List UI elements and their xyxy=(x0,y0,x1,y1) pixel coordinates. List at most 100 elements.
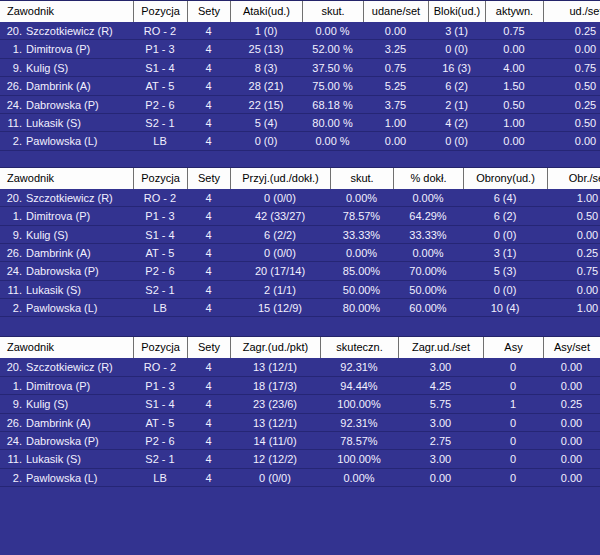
stat-cell: LB xyxy=(133,469,187,487)
player-cell: 20.Szczotkiewicz (R) xyxy=(0,189,133,207)
table-row: 26.Dambrink (A)AT - 5413 (12/1)92.31%3.0… xyxy=(0,414,600,432)
stat-cell: 3.00 xyxy=(398,450,483,468)
stat-cell: 15 (12/9) xyxy=(230,299,330,317)
stat-cell: 92.31% xyxy=(320,358,398,376)
stat-cell: 4 xyxy=(187,114,230,132)
stat-cell: 4 xyxy=(187,395,230,413)
player-cell: 2.Pawlowska (L) xyxy=(0,469,133,487)
player-number: 1. xyxy=(0,207,22,225)
stat-cell: 80.00% xyxy=(330,299,393,317)
stat-cell: 0.25 xyxy=(547,244,600,262)
stat-cell: 4 xyxy=(187,414,230,432)
stat-cell: 2 (1/1) xyxy=(230,281,330,299)
column-header-sety: Sety xyxy=(187,1,230,22)
stat-cell: 0.25 xyxy=(543,96,600,114)
column-header-sety: Sety xyxy=(187,168,230,189)
stat-cell: 4 (2) xyxy=(428,114,485,132)
stat-cell: S2 - 1 xyxy=(133,450,187,468)
player-cell: 1.Dimitrova (P) xyxy=(0,40,133,58)
stat-cell: 2.75 xyxy=(398,432,483,450)
stat-cell: 50.00% xyxy=(330,281,393,299)
player-cell: 9.Kulig (S) xyxy=(0,395,133,413)
reception-defense-table: ZawodnikPozycjaSetyPrzyj.(ud./dokł.)skut… xyxy=(0,167,600,318)
table-row: 24.Dabrowska (P)P2 - 6422 (15)68.18 %3.7… xyxy=(0,96,600,114)
stat-cell: 5.25 xyxy=(363,77,428,95)
stat-cell: 2 (1) xyxy=(428,96,485,114)
stat-cell: 0.00 % xyxy=(302,22,363,40)
serve-ace-table: ZawodnikPozycjaSetyZagr.(ud./pkt)skutecz… xyxy=(0,336,600,487)
player-name: Dambrink (A) xyxy=(26,244,91,262)
stat-cell: P1 - 3 xyxy=(133,207,187,225)
stat-cell: 33.33% xyxy=(393,226,463,244)
column-header-skuteczn: skuteczn. xyxy=(320,337,398,358)
player-name: Lukasik (S) xyxy=(26,281,81,299)
player-name: Dimitrova (P) xyxy=(26,377,90,395)
stat-cell: 0.25 xyxy=(543,22,600,40)
player-number: 2. xyxy=(0,299,22,317)
stat-cell: 0.00 xyxy=(543,377,600,395)
table-row: 2.Pawlowska (L)LB40 (0)0.00 %0.000 (0)0.… xyxy=(0,132,600,150)
table-gap xyxy=(0,151,600,167)
stat-cell: 4 xyxy=(187,132,230,150)
player-cell: 2.Pawlowska (L) xyxy=(0,132,133,150)
stat-cell: 12 (12/2) xyxy=(230,450,320,468)
stat-cell: S2 - 1 xyxy=(133,281,187,299)
stat-cell: 4 xyxy=(187,244,230,262)
table-row: 20.Szczotkiewicz (R)RO - 241 (0)0.00 %0.… xyxy=(0,22,600,40)
stat-cell: 4 xyxy=(187,59,230,77)
stat-cell: RO - 2 xyxy=(133,358,187,376)
stat-cell: 4 xyxy=(187,96,230,114)
player-name: Kulig (S) xyxy=(26,395,68,413)
stat-cell: 20 (17/14) xyxy=(230,262,330,280)
player-name: Dambrink (A) xyxy=(26,414,91,432)
stat-cell: 0.00 xyxy=(363,132,428,150)
stat-cell: 13 (12/1) xyxy=(230,414,320,432)
stat-cell: 6 (2/2) xyxy=(230,226,330,244)
player-name: Lukasik (S) xyxy=(26,114,81,132)
stat-cell: 85.00% xyxy=(330,262,393,280)
stat-cell: 23 (23/6) xyxy=(230,395,320,413)
stat-cell: 0.75 xyxy=(543,59,600,77)
stat-cell: 4 xyxy=(187,469,230,487)
stat-cell: 0.00% xyxy=(330,189,393,207)
table-row: 1.Dimitrova (P)P1 - 3425 (13)52.00 %3.25… xyxy=(0,40,600,58)
stat-cell: 33.33% xyxy=(330,226,393,244)
stat-cell: 4 xyxy=(187,299,230,317)
column-header-asy: Asy xyxy=(483,337,543,358)
player-number: 9. xyxy=(0,226,22,244)
column-header-pozycja: Pozycja xyxy=(133,168,187,189)
stat-cell: 0 (0) xyxy=(463,226,547,244)
player-cell: 2.Pawlowska (L) xyxy=(0,299,133,317)
stat-cell: 6 (4) xyxy=(463,189,547,207)
stat-cell: 5 (3) xyxy=(463,262,547,280)
stat-cell: 4 xyxy=(187,432,230,450)
stat-cell: 0.00 xyxy=(543,432,600,450)
column-header-sety: Sety xyxy=(187,337,230,358)
player-number: 11. xyxy=(0,281,22,299)
stat-cell: 0.75 xyxy=(485,22,543,40)
column-header-bloki-ud: Bloki(ud.) xyxy=(428,1,485,22)
stat-cell: 42 (33/27) xyxy=(230,207,330,225)
player-number: 24. xyxy=(0,432,22,450)
player-cell: 24.Dabrowska (P) xyxy=(0,432,133,450)
stat-cell: 4 xyxy=(187,226,230,244)
player-cell: 9.Kulig (S) xyxy=(0,59,133,77)
table-row: 9.Kulig (S)S1 - 446 (2/2)33.33%33.33%0 (… xyxy=(0,226,600,244)
stat-cell: 4 xyxy=(187,450,230,468)
attack-block-table: ZawodnikPozycjaSetyAtaki(ud.)skut.udane/… xyxy=(0,0,600,151)
stat-cell: 1.50 xyxy=(485,77,543,95)
stat-cell: 0 xyxy=(483,377,543,395)
table-row: 1.Dimitrova (P)P1 - 3442 (33/27)78.57%64… xyxy=(0,207,600,225)
stat-cell: 4 xyxy=(187,207,230,225)
column-header-obr-set: Obr./set xyxy=(547,168,600,189)
column-header-dok: % dokł. xyxy=(393,168,463,189)
stat-cell: 0.75 xyxy=(363,59,428,77)
player-number: 26. xyxy=(0,244,22,262)
player-cell: 1.Dimitrova (P) xyxy=(0,207,133,225)
stat-cell: 0.00% xyxy=(320,469,398,487)
stat-cell: 0.00 xyxy=(543,40,600,58)
stat-cell: 16 (3) xyxy=(428,59,485,77)
player-name: Szczotkiewicz (R) xyxy=(26,358,113,376)
stat-cell: 1 xyxy=(483,395,543,413)
table-row: 24.Dabrowska (P)P2 - 6420 (17/14)85.00%7… xyxy=(0,262,600,280)
